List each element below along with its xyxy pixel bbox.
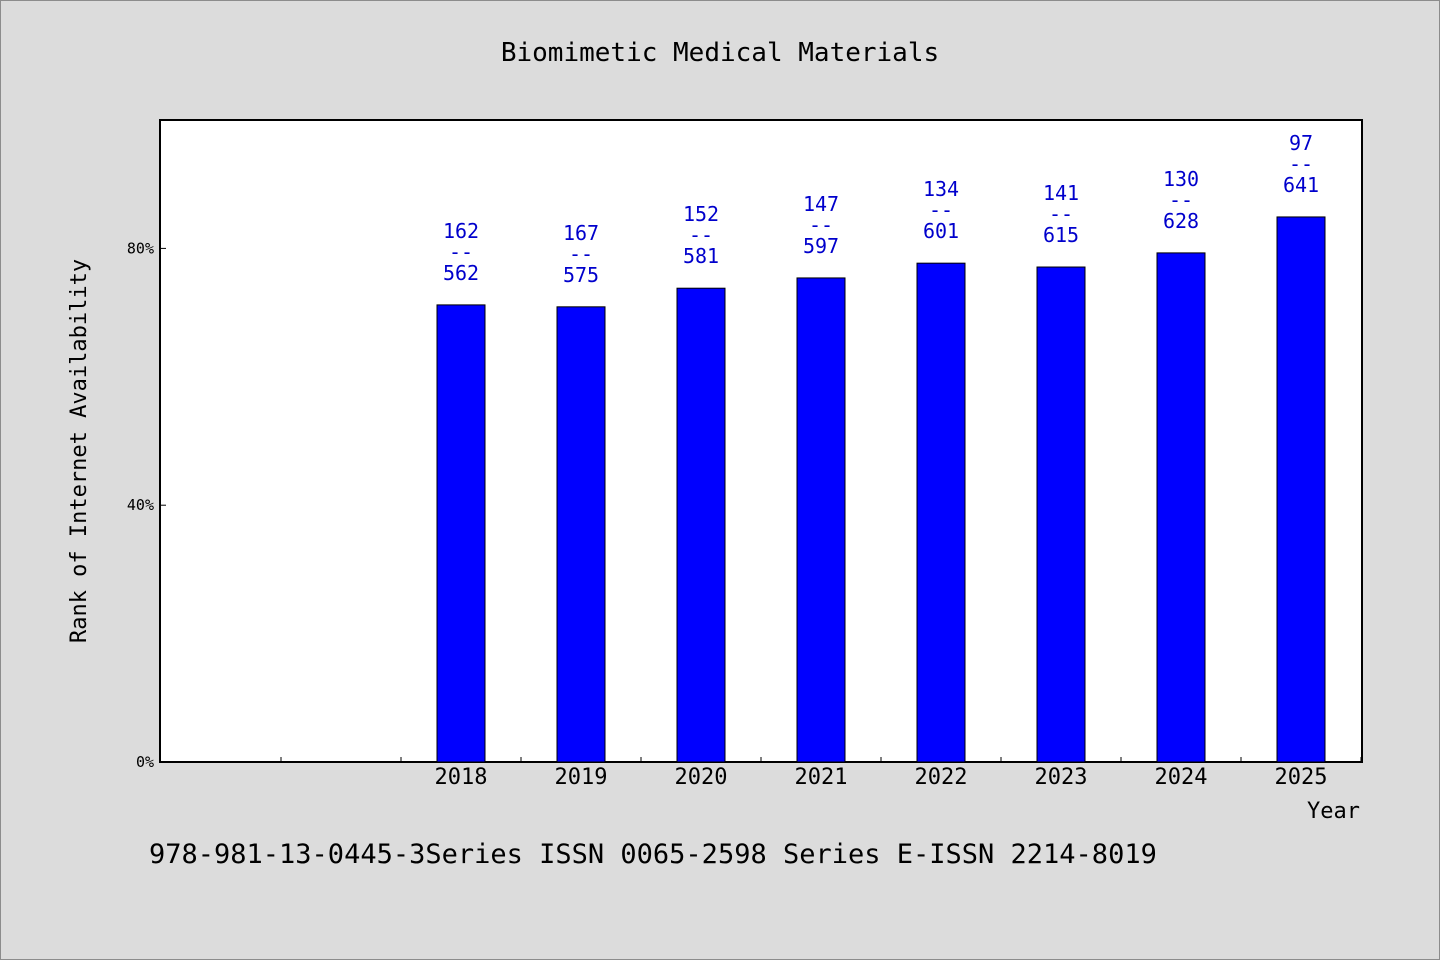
data-label-total: 597	[803, 234, 839, 258]
data-label-separator: --	[809, 213, 833, 237]
data-label-total: 628	[1163, 209, 1199, 233]
bar-2024	[1156, 252, 1206, 763]
data-label-separator: --	[569, 242, 593, 266]
x-tick-label: 2020	[675, 765, 728, 790]
data-label-rank: 97	[1289, 131, 1313, 155]
data-label-rank: 130	[1163, 167, 1199, 191]
data-label-separator: --	[1169, 188, 1193, 212]
footer-isbn: 978-981-13-0445-3Series ISSN 0065-2598 S…	[149, 839, 1157, 870]
data-label-rank: 134	[923, 177, 959, 201]
y-tick-label: 80%	[127, 239, 154, 257]
bar-2021	[796, 277, 846, 763]
data-label-total: 581	[683, 244, 719, 268]
data-label-separator: --	[449, 240, 473, 264]
data-label-total: 575	[563, 263, 599, 287]
y-tick-label: 0%	[136, 753, 154, 771]
x-tick-label: 2025	[1275, 765, 1328, 790]
y-axis: 0% 40% 80%	[127, 239, 166, 771]
data-label-separator: --	[1049, 202, 1073, 226]
data-label-total: 641	[1283, 173, 1319, 197]
x-tick-label: 2024	[1155, 765, 1208, 790]
data-label-total: 562	[443, 261, 479, 285]
data-label-rank: 147	[803, 192, 839, 216]
bar-2020	[676, 287, 726, 763]
x-axis-label: Year	[1307, 799, 1360, 824]
chart-title: Biomimetic Medical Materials	[501, 38, 939, 68]
data-label-separator: --	[1289, 152, 1313, 176]
data-label-total: 615	[1043, 223, 1079, 247]
x-tick-label: 2019	[555, 765, 608, 790]
data-label-rank: 152	[683, 202, 719, 226]
x-tick-label: 2018	[435, 765, 488, 790]
data-labels: 162--562167--575152--581147--597134--601…	[443, 131, 1319, 287]
x-tick-label: 2021	[795, 765, 848, 790]
y-tick-label: 40%	[127, 496, 154, 514]
x-tick-label: 2023	[1035, 765, 1088, 790]
bar-2022	[916, 262, 966, 763]
data-label-separator: --	[929, 198, 953, 222]
bars	[436, 216, 1326, 763]
data-label-total: 601	[923, 219, 959, 243]
data-label-rank: 167	[563, 221, 599, 245]
bar-2023	[1036, 266, 1086, 763]
y-axis-label: Rank of Internet Availability	[67, 259, 92, 643]
bar-2025	[1276, 216, 1326, 763]
data-label-separator: --	[689, 223, 713, 247]
x-axis: 2018 2019 2020 2021 2022 2023 2024 2025	[280, 757, 1362, 790]
bar-2019	[556, 306, 606, 763]
data-label-rank: 141	[1043, 181, 1079, 205]
bar-2018	[436, 304, 486, 763]
x-tick-label: 2022	[915, 765, 968, 790]
data-label-rank: 162	[443, 219, 479, 243]
